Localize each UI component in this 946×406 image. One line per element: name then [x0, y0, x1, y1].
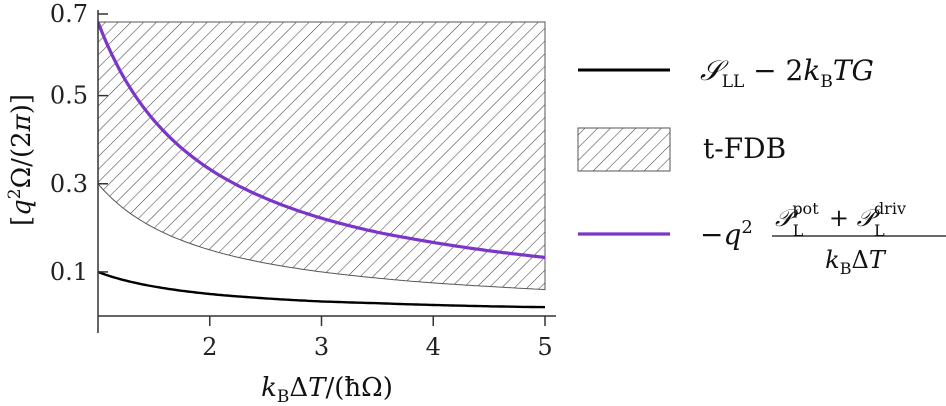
x-tick-label: 2	[202, 333, 217, 361]
legend-label-purple: −q2 𝒫pot L + 𝒫driv L kBΔT	[700, 199, 946, 278]
y-tick-label: 0.5	[50, 82, 88, 110]
x-tick-label: 4	[426, 333, 441, 361]
x-axis-label: kBΔT/(ħΩ)	[261, 373, 393, 406]
y-axis-label: [q2Ω/(2π)]	[5, 94, 37, 226]
svg-text:kBΔT: kBΔT	[825, 246, 887, 278]
black-curve	[98, 270, 546, 309]
x-ticks: 2 3 4 5	[202, 316, 553, 361]
svg-text:−q2: −q2	[700, 217, 753, 251]
y-tick-label: 0.1	[50, 258, 88, 286]
y-ticks: 0.1 0.3 0.5 0.7	[50, 0, 108, 286]
purple-curve	[98, 21, 546, 259]
legend-swatch-hatch	[577, 127, 671, 172]
x-tick-label: 3	[314, 333, 329, 361]
y-tick-label: 0.3	[50, 170, 88, 198]
legend-label-black: 𝒮LL − 2kBTG	[700, 54, 874, 92]
legend: 𝒮LL − 2kBTG t-FDB −q2 𝒫pot L + 𝒫driv L kBΔ…	[577, 54, 946, 278]
t-fdb-band	[98, 21, 546, 291]
y-tick-label: 0.7	[50, 0, 88, 28]
x-tick-label: 5	[537, 333, 552, 361]
legend-label-tfdb: t-FDB	[703, 132, 786, 165]
